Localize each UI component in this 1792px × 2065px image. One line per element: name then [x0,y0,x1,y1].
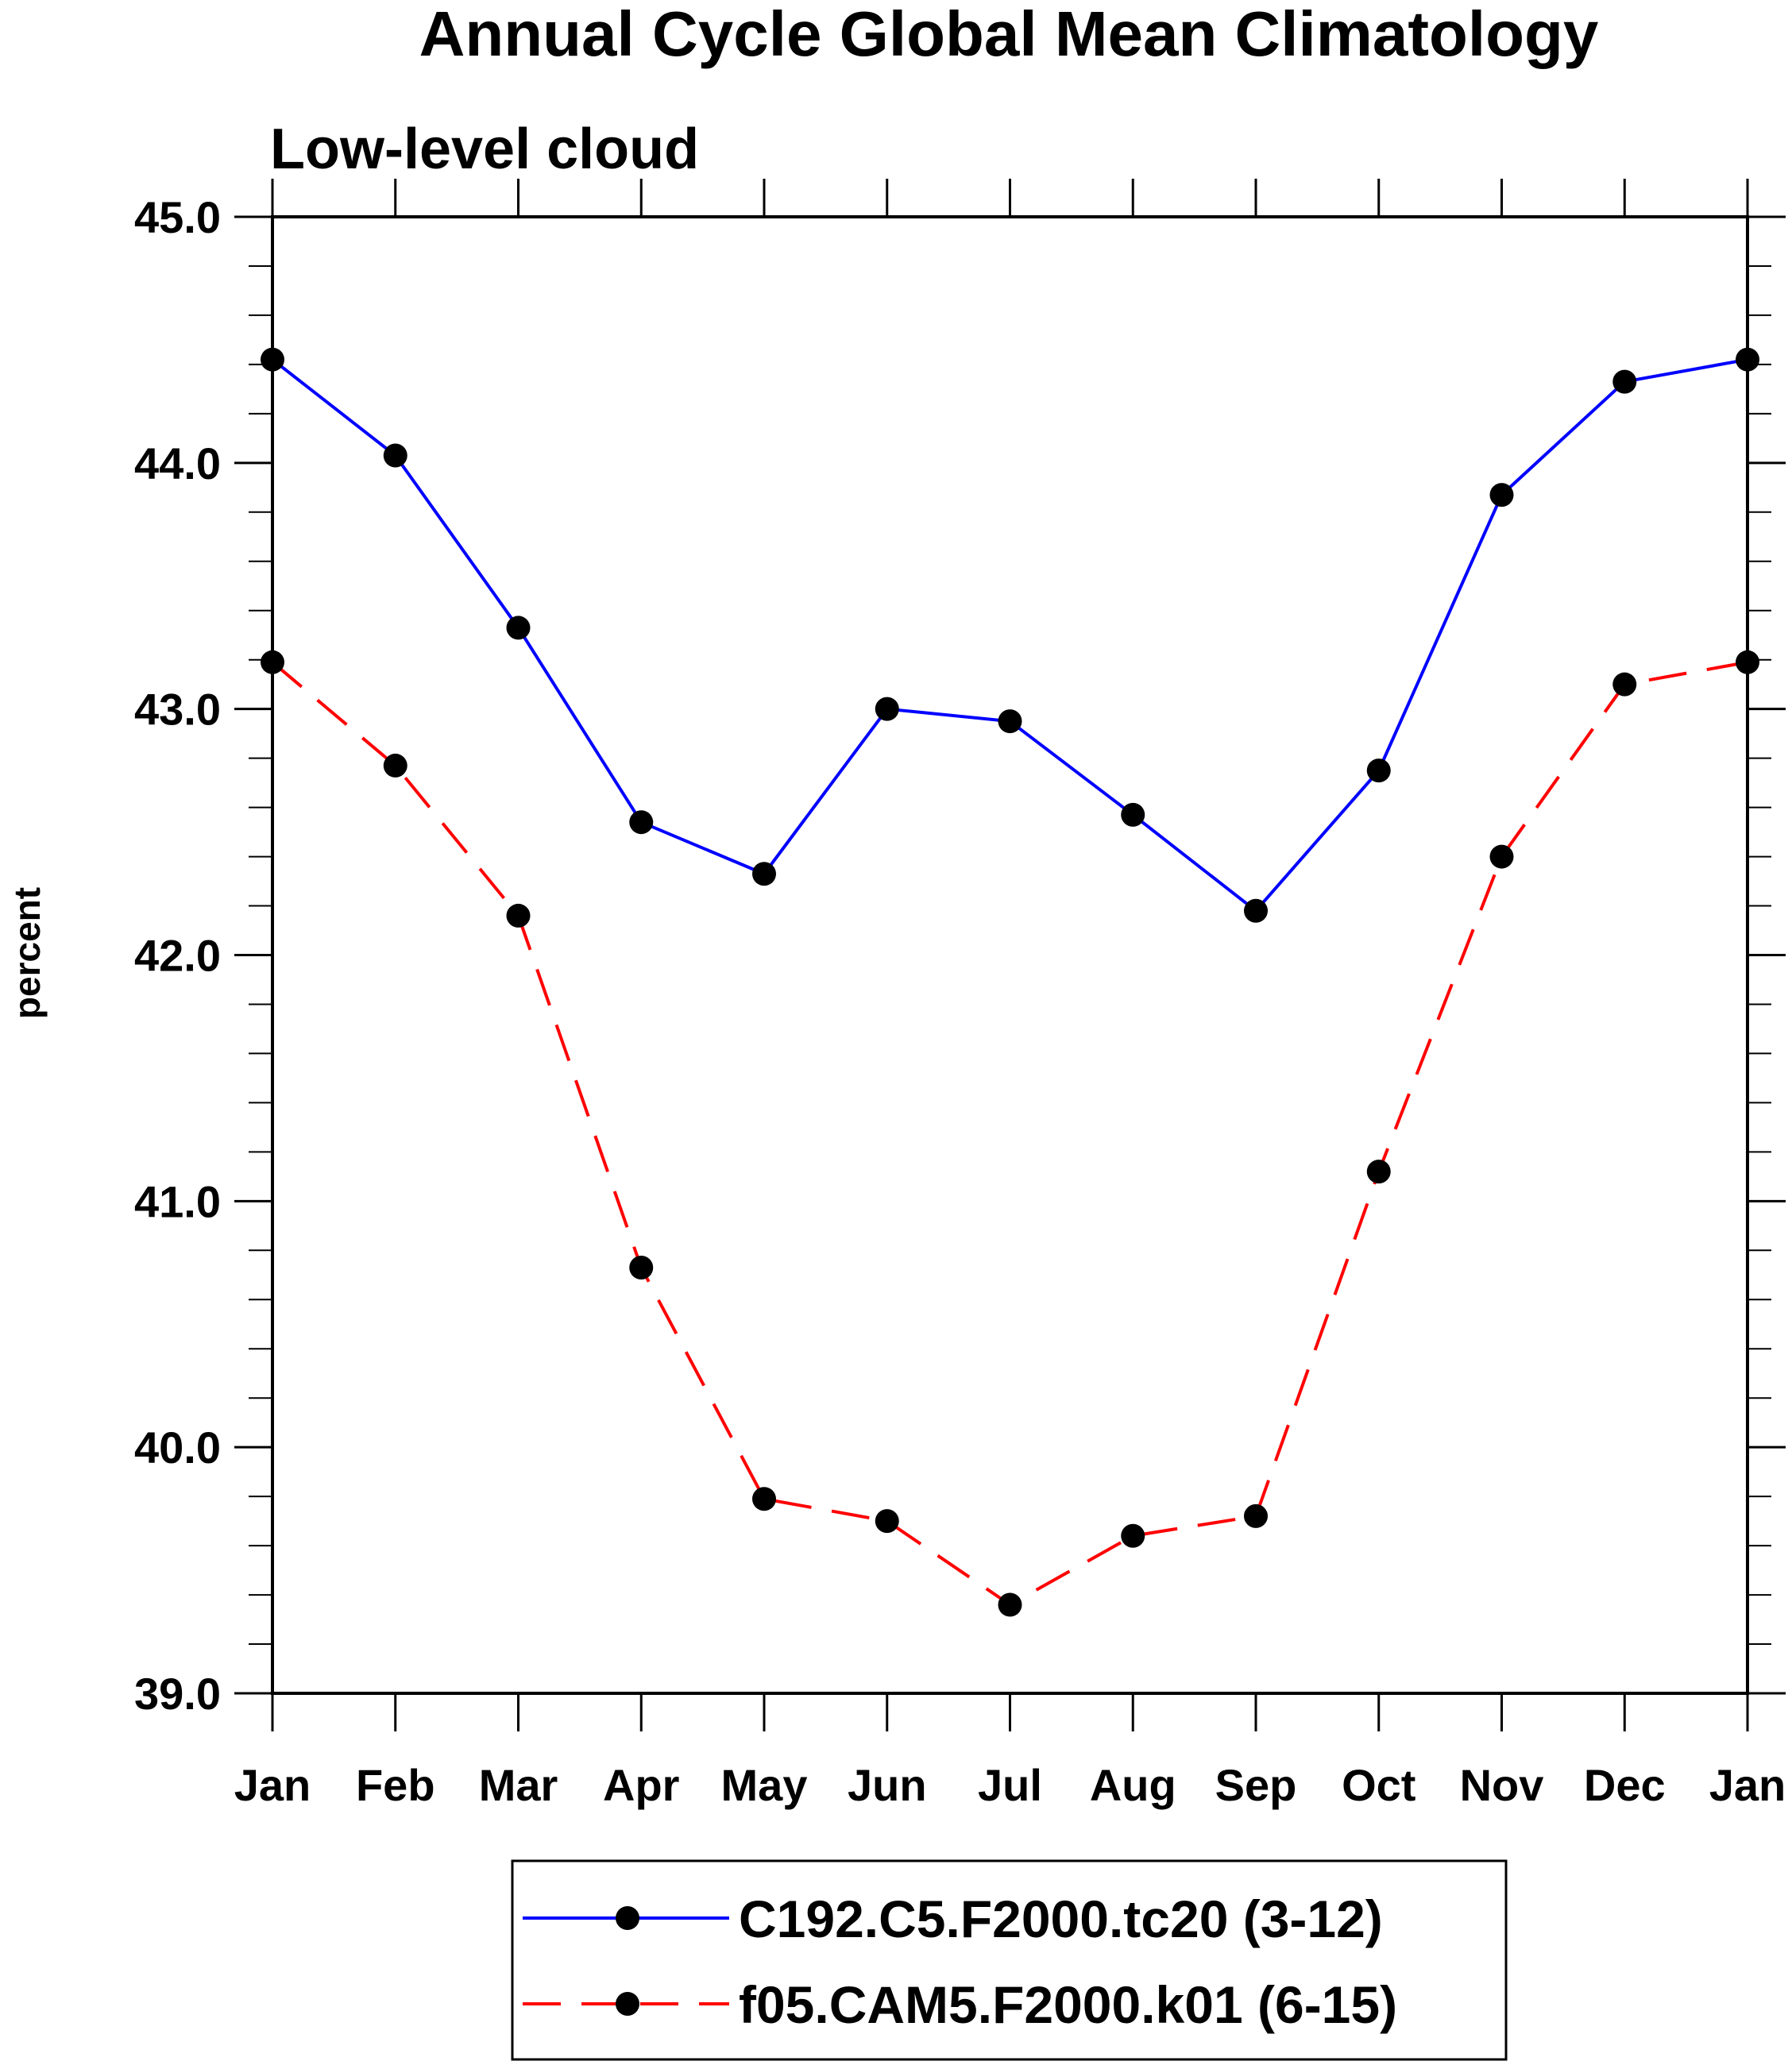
legend-box [511,1859,1508,2061]
y-tick-label: 42.0 [134,931,221,981]
y-tick-label: 41.0 [134,1176,221,1226]
series-2-point [1366,1160,1391,1184]
legend-marker-2 [616,1992,639,2016]
series-1-point [998,709,1022,734]
x-tick-label: Oct [1342,1760,1415,1810]
series-2-point [1489,844,1514,869]
y-tick-label: 40.0 [134,1422,221,1473]
x-tick-label: May [721,1760,808,1810]
series-1-point [875,697,899,721]
y-tick-label: 39.0 [134,1669,221,1719]
axes: 39.0 40.0 41.0 42.0 43.0 44.0 45.0 Jan Feb Mar Apr… [134,179,1786,1810]
x-tick-label: Dec [1584,1760,1666,1810]
chart-title: Annual Cycle Global Mean Climatology [419,0,1599,69]
series-1-point [506,616,531,640]
legend-label-2: f05.CAM5.F2000.k01 (6-15) [739,1975,1397,2034]
series-2-point [383,753,407,778]
plot-frame [271,215,1749,1695]
series-2-point [998,1592,1022,1617]
chart-subtitle: Low-level cloud [270,118,699,181]
x-tick-label: Apr [603,1760,679,1810]
x-tick-label: Jul [978,1760,1042,1810]
y-tick-label: 45.0 [134,192,221,242]
plot-area [261,347,1759,1617]
y-tick-label: 44.0 [134,438,221,488]
x-tick-label: Sep [1215,1760,1297,1810]
x-tick-label: Jun [848,1760,927,1810]
series-2-point [629,1255,654,1280]
series-1-point [1612,369,1637,394]
series-1-point [1489,483,1514,508]
series-1-point [1121,802,1145,827]
y-tick-label: 43.0 [134,685,221,735]
series-2-point [261,650,284,674]
series-1-point [629,810,654,835]
x-tick-label: Aug [1090,1760,1176,1810]
series-1-point [1244,898,1268,923]
x-tick-label: Jan [1709,1760,1786,1810]
legend: C192.C5.F2000.tc20 (3-12) f05.CAM5.F2000.… [511,1859,1508,2061]
series-2-point [1121,1523,1145,1548]
y-axis-label: percent [6,887,48,1019]
series-2-point [1244,1503,1268,1528]
series-1-point [261,347,284,372]
x-tick-label: Mar [479,1760,558,1810]
series-1-point [1366,758,1391,783]
series-2-point [875,1509,899,1534]
x-tick-label: Feb [356,1760,435,1810]
series-2-point [1612,672,1637,697]
series-line-1 [271,357,1748,913]
series-2-point [506,903,531,928]
series-2-point [752,1487,776,1511]
series-1-point [1736,347,1759,372]
series-2-point [1736,650,1759,674]
series-line-2 [271,660,1748,1607]
legend-label-1: C192.C5.F2000.tc20 (3-12) [739,1889,1383,1948]
x-tick-label: Nov [1460,1760,1544,1810]
x-tick-label: Jan [234,1760,311,1810]
legend-marker-1 [616,1906,639,1930]
series-1-point [752,862,776,886]
series-1-point [383,443,407,468]
